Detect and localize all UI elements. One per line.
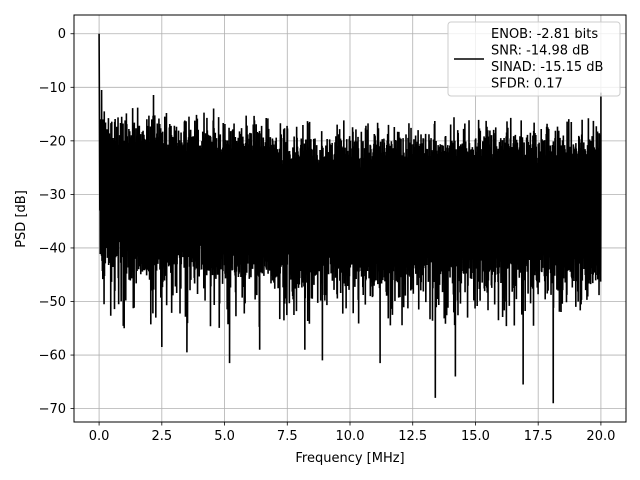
axes-frame <box>73 14 627 423</box>
x-tick-label: 17.5 <box>524 429 553 444</box>
series-line-psd <box>98 33 602 404</box>
legend-entry-sinad: SINAD: -15.15 dB <box>491 60 603 75</box>
x-tick-label: 5.0 <box>214 429 235 444</box>
legend-entry-snr: SNR: -14.98 dB <box>491 44 589 59</box>
y-tick-label: −60 <box>39 349 66 364</box>
x-tick-label: 2.5 <box>151 429 172 444</box>
legend-entry-enob: ENOB: -2.81 bits <box>491 27 598 42</box>
x-tick-label: 12.5 <box>398 429 427 444</box>
y-tick-label: 0 <box>58 27 66 42</box>
tick-labels: 0.0 2.5 5.0 7.5 10.0 12.5 15.0 17.5 20.0 0 −10 −20 −… <box>39 27 616 444</box>
y-tick-label: −10 <box>39 81 66 96</box>
x-tick-label: 15.0 <box>461 429 490 444</box>
x-tick-label: 10.0 <box>336 429 365 444</box>
x-tick-label: 20.0 <box>586 429 615 444</box>
axis-ticks <box>70 33 602 426</box>
y-tick-label: −30 <box>39 188 66 203</box>
plot-area <box>98 33 602 404</box>
y-tick-label: −20 <box>39 134 66 149</box>
y-axis-title: PSD [dB] <box>14 190 29 248</box>
legend: ENOB: -2.81 bits SNR: -14.98 dB SINAD: -… <box>447 21 621 97</box>
y-tick-label: −70 <box>39 402 66 417</box>
x-tick-label: 7.5 <box>277 429 298 444</box>
y-tick-label: −50 <box>39 295 66 310</box>
x-tick-label: 0.0 <box>89 429 110 444</box>
legend-entry-sfdr: SFDR: 0.17 <box>491 77 563 92</box>
legend-box <box>447 21 621 97</box>
y-tick-label: −40 <box>39 241 66 256</box>
x-axis-title: Frequency [MHz] <box>295 451 404 466</box>
